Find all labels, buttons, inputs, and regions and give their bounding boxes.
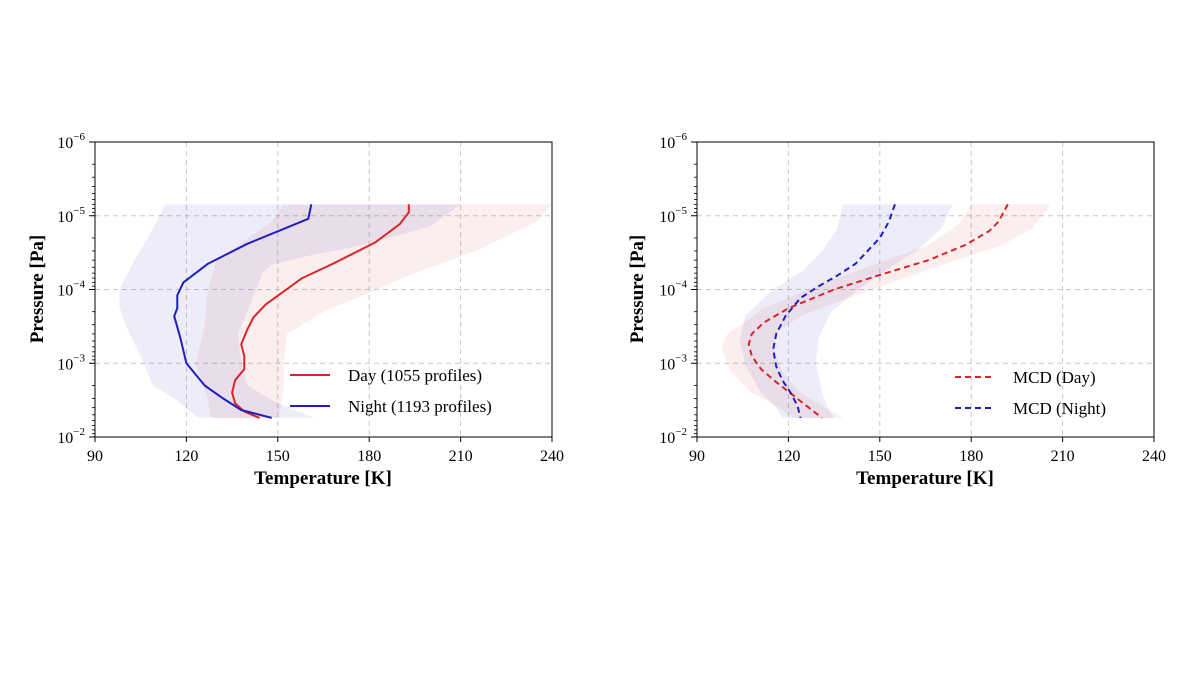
right-ticks: 90 120 150 180 210 240 10−6 10−5 10−4 10−3 10−2 <box>659 131 1166 465</box>
left-ytick-label: 10−3 <box>57 352 85 373</box>
right-mcd-night-line <box>772 203 896 419</box>
left-ytick-label: 10−5 <box>57 205 85 226</box>
left-xtick-label: 90 <box>87 448 103 465</box>
right-xlabel: Temperature [K] <box>856 468 994 489</box>
right-lines <box>747 203 1009 419</box>
left-night-1193-profiles-band <box>119 204 461 418</box>
left-lines <box>173 204 410 419</box>
left-night-1193-profiles-line <box>173 204 313 419</box>
left-ytick-label: 10−6 <box>57 131 85 152</box>
left-xtick-label: 120 <box>174 448 198 465</box>
right-legend: MCD (Day) MCD (Night) <box>955 368 1106 418</box>
left-grid <box>95 142 552 437</box>
right-ytick-label: 10−6 <box>659 131 687 152</box>
left-bands <box>119 204 553 418</box>
right-ytick-label: 10−4 <box>659 279 687 300</box>
left-day-1055-profiles-band <box>195 204 553 418</box>
left-xlabel: Temperature [K] <box>254 468 392 489</box>
left-xtick-label: 150 <box>266 448 290 465</box>
right-panel: 90 120 150 180 210 240 10−6 10−5 10−4 10−3 10−2 Te… <box>627 131 1166 489</box>
right-xtick-label: 120 <box>776 448 800 465</box>
right-ylabel: Pressure [Pa] <box>627 235 648 344</box>
right-xtick-label: 240 <box>1142 448 1166 465</box>
right-xtick-label: 150 <box>868 448 892 465</box>
right-ytick-label: 10−5 <box>659 205 687 226</box>
left-xtick-label: 240 <box>540 448 564 465</box>
right-mcd-night-band <box>739 204 953 418</box>
left-legend-label: Day (1055 profiles) <box>348 366 482 385</box>
right-ytick-label: 10−3 <box>659 352 687 373</box>
left-legend: Day (1055 profiles) Night (1193 profiles) <box>290 366 492 416</box>
right-legend-label: MCD (Night) <box>1013 399 1106 418</box>
left-ytick-label: 10−2 <box>57 426 85 447</box>
left-panel: 90 120 150 180 210 240 10−6 10−5 10−4 10−3 10−2 Te… <box>27 131 564 489</box>
left-ytick-label: 10−4 <box>57 279 85 300</box>
right-mcd-day-line <box>747 203 1009 419</box>
left-legend-label: Night (1193 profiles) <box>348 397 492 416</box>
left-day-1055-profiles-line <box>231 204 410 419</box>
right-mcd-day-band <box>721 204 1051 418</box>
right-xtick-label: 180 <box>959 448 983 465</box>
right-xtick-label: 90 <box>689 448 705 465</box>
right-legend-label: MCD (Day) <box>1013 368 1096 387</box>
right-xtick-label: 210 <box>1051 448 1075 465</box>
right-ytick-label: 10−2 <box>659 426 687 447</box>
left-ylabel: Pressure [Pa] <box>27 235 48 344</box>
left-ticks: 90 120 150 180 210 240 10−6 10−5 10−4 10−3 10−2 <box>57 131 564 465</box>
right-grid <box>697 142 1154 437</box>
left-xtick-label: 210 <box>449 448 473 465</box>
left-xtick-label: 180 <box>357 448 381 465</box>
right-bands <box>721 204 1051 418</box>
